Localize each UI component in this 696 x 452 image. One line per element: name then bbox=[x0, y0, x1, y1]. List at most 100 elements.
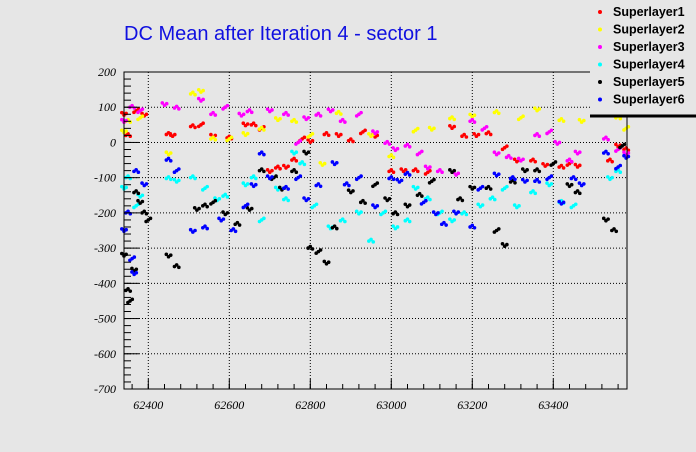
data-point bbox=[472, 185, 477, 190]
data-point bbox=[371, 129, 375, 133]
data-point bbox=[292, 117, 296, 122]
data-point bbox=[193, 176, 197, 181]
data-point bbox=[281, 163, 286, 168]
data-point bbox=[326, 133, 331, 138]
data-point bbox=[213, 113, 218, 117]
data-point bbox=[606, 217, 610, 221]
data-point bbox=[535, 167, 539, 171]
data-point bbox=[211, 110, 215, 115]
data-point bbox=[452, 117, 457, 122]
data-point bbox=[363, 201, 367, 205]
data-point bbox=[237, 111, 242, 116]
data-point bbox=[458, 196, 462, 200]
data-point bbox=[213, 198, 218, 203]
data-point bbox=[168, 159, 173, 163]
data-point bbox=[294, 159, 299, 163]
data-point bbox=[302, 196, 306, 200]
data-point bbox=[120, 128, 124, 133]
data-point bbox=[201, 88, 205, 93]
legend-marker bbox=[598, 10, 602, 14]
data-point bbox=[284, 110, 288, 115]
data-point bbox=[361, 198, 365, 203]
data-point bbox=[298, 174, 303, 178]
data-point bbox=[403, 202, 408, 207]
x-tick-label: 63000 bbox=[376, 398, 406, 412]
data-point bbox=[492, 197, 497, 202]
data-point bbox=[318, 184, 323, 189]
data-point bbox=[196, 96, 201, 101]
data-point bbox=[614, 142, 618, 147]
data-point bbox=[205, 184, 209, 189]
data-point bbox=[140, 107, 145, 111]
data-point bbox=[387, 197, 392, 201]
data-point bbox=[330, 108, 335, 112]
data-point bbox=[298, 139, 303, 143]
data-point bbox=[383, 196, 387, 200]
data-point bbox=[567, 157, 572, 162]
data-point bbox=[316, 182, 321, 186]
legend-marker bbox=[598, 62, 602, 67]
data-point bbox=[604, 135, 608, 140]
data-point bbox=[549, 174, 554, 178]
data-point bbox=[209, 132, 213, 137]
data-point bbox=[354, 209, 359, 214]
data-point bbox=[553, 139, 557, 144]
data-point bbox=[322, 259, 327, 264]
data-point bbox=[306, 150, 311, 155]
data-point bbox=[505, 144, 509, 148]
data-point bbox=[340, 217, 345, 221]
data-point bbox=[140, 193, 145, 198]
legend-label: Superlayer2 bbox=[613, 23, 685, 37]
data-point bbox=[302, 115, 306, 119]
data-point bbox=[468, 112, 472, 117]
data-point bbox=[618, 170, 623, 175]
x-tick-label: 63400 bbox=[538, 398, 568, 412]
data-point bbox=[549, 182, 554, 186]
data-point bbox=[249, 110, 254, 115]
data-point bbox=[191, 174, 195, 178]
data-point bbox=[608, 157, 612, 162]
data-point bbox=[221, 210, 225, 214]
data-point bbox=[229, 135, 234, 140]
data-point bbox=[415, 126, 420, 131]
data-point bbox=[270, 175, 274, 179]
data-point bbox=[582, 118, 586, 123]
data-point bbox=[308, 244, 313, 249]
data-point bbox=[565, 182, 570, 186]
data-point bbox=[452, 218, 457, 222]
data-point bbox=[521, 114, 525, 118]
data-point bbox=[610, 159, 614, 164]
data-point bbox=[348, 137, 353, 141]
data-point bbox=[432, 177, 436, 182]
data-point bbox=[302, 135, 307, 140]
data-point bbox=[292, 156, 296, 161]
series-superlayer4 bbox=[120, 149, 623, 244]
legend-label: Superlayer5 bbox=[613, 75, 685, 89]
data-point bbox=[472, 120, 477, 124]
data-point bbox=[120, 110, 124, 115]
data-point bbox=[533, 191, 538, 196]
data-point bbox=[561, 200, 566, 205]
data-point bbox=[573, 162, 578, 167]
data-point bbox=[531, 157, 535, 162]
data-point bbox=[488, 132, 493, 137]
y-tick-label: -300 bbox=[94, 241, 116, 255]
data-point bbox=[582, 182, 586, 186]
data-point bbox=[144, 112, 149, 117]
data-point bbox=[492, 150, 497, 155]
data-point bbox=[577, 191, 582, 196]
data-point bbox=[622, 142, 627, 147]
data-point bbox=[274, 174, 278, 178]
data-point bbox=[413, 167, 418, 171]
data-point bbox=[486, 184, 491, 189]
data-point bbox=[265, 168, 270, 172]
legend-label: Superlayer1 bbox=[613, 5, 685, 19]
data-point bbox=[223, 192, 228, 197]
data-point bbox=[391, 177, 396, 182]
data-point bbox=[509, 156, 513, 160]
data-point bbox=[262, 216, 266, 221]
data-point bbox=[436, 211, 440, 215]
data-point bbox=[405, 217, 410, 221]
data-point bbox=[201, 97, 205, 102]
